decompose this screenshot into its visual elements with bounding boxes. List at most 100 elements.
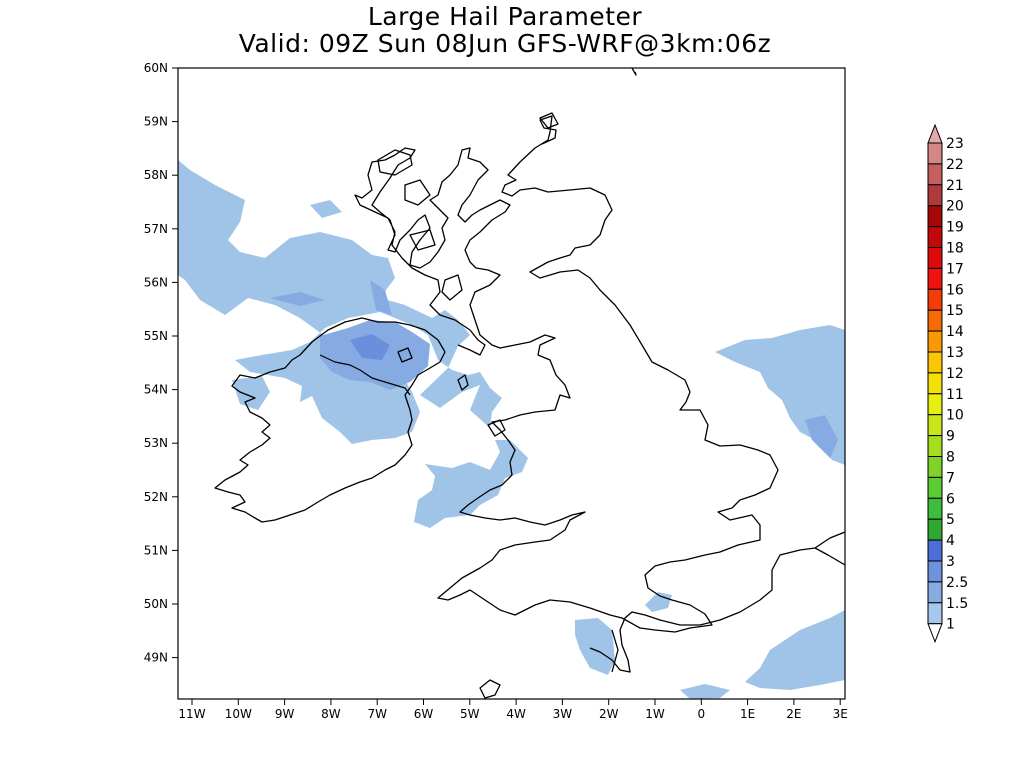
colorbar-segment [927, 372, 943, 395]
hail-region-scotland-small [310, 200, 342, 218]
colorbar-segment [927, 518, 943, 541]
colorbar-segment [927, 309, 943, 332]
colorbar-label: 19 [946, 220, 964, 236]
coastline-isle-of-man [457, 374, 469, 391]
hail-region-channel-small [645, 592, 672, 612]
colorbar-label: 1.5 [946, 596, 968, 612]
colorbar-segment [927, 539, 943, 562]
coastline-great-britain [354, 115, 779, 633]
border-belgium [814, 547, 845, 566]
hail-region-wales [414, 440, 528, 528]
lon-tick-label: 0 [697, 707, 705, 721]
colorbar-label: 4 [946, 533, 955, 549]
colorbar-label: 22 [946, 157, 964, 173]
coastline-france [589, 531, 845, 673]
lon-tick-label: 7W [367, 707, 387, 721]
colorbar-segment [927, 184, 943, 207]
colorbar-label: 13 [946, 345, 964, 361]
coastline-skye [404, 179, 431, 206]
lon-tick-label: 10W [225, 707, 252, 721]
hail-region-france [745, 610, 845, 690]
colorbar-segment [927, 330, 943, 353]
chart-title: Large Hail Parameter [367, 2, 643, 31]
hail-region-atlantic [178, 160, 502, 444]
coastline-lewis [377, 149, 413, 176]
coastline-mull [409, 229, 436, 251]
hail-region-atl-streak2 [370, 280, 392, 315]
coastline-brittany [479, 679, 501, 699]
colorbar-label: 9 [946, 429, 955, 445]
lat-tick-label: 54N [144, 383, 168, 397]
lat-tick-label: 57N [144, 222, 168, 236]
coastline-shetland [631, 68, 637, 76]
colorbar-label: 2.5 [946, 575, 968, 591]
lat-tick-label: 51N [144, 543, 168, 557]
lon-tick-label: 1W [645, 707, 665, 721]
colorbar-segment [927, 163, 943, 186]
lat-tick-label: 60N [144, 61, 168, 75]
colorbar-segment [927, 393, 943, 416]
lon-tick-label: 5W [460, 707, 480, 721]
hail-region-ireland-west [232, 376, 270, 410]
hail-region-biscay [680, 684, 730, 699]
lat-tick-label: 49N [144, 651, 168, 665]
lon-tick-label: 2W [599, 707, 619, 721]
coastline-ireland [214, 317, 446, 523]
colorbar-segment [927, 351, 943, 374]
colorbar-segment [927, 288, 943, 311]
colorbar-segment [927, 435, 943, 458]
colorbar-segment [927, 267, 943, 290]
colorbar-label: 20 [946, 199, 964, 215]
coastline-islay [441, 274, 463, 301]
hail-region-atl-streak1 [270, 292, 325, 306]
colorbar-label: 12 [946, 366, 964, 382]
lon-tick-label: 1E [740, 707, 755, 721]
lat-tick-label: 56N [144, 275, 168, 289]
colorbar: 1 1.5 2.5 3 4 5 6 7 8 9 10 11 12 13 14 15 16 17 18 19 20 21 22… [927, 123, 968, 644]
colorbar-segment [927, 205, 943, 228]
lon-tick-label: 3E [833, 707, 848, 721]
hail-region-channel-west [575, 618, 615, 675]
colorbar-label: 21 [946, 178, 964, 194]
coastline-lough-neagh [397, 347, 413, 363]
lon-tick-label: 9W [275, 707, 295, 721]
colorbar-label: 17 [946, 261, 964, 277]
colorbar-top-arrow [927, 123, 943, 144]
colorbar-segment [927, 414, 943, 437]
colorbar-segment [927, 456, 943, 478]
lon-tick-label: 11W [178, 707, 205, 721]
colorbar-segment [927, 497, 943, 520]
colorbar-label: 18 [946, 241, 964, 257]
longitude-axis: 11W 10W 9W 8W 7W 6W 5W 4W 3W 2W 1W 0 1E 2E 3E [178, 699, 848, 721]
colorbar-segment [927, 226, 943, 249]
hail-region-ireland-core [350, 334, 390, 360]
lat-tick-label: 53N [144, 436, 168, 450]
border-northern-ireland [319, 354, 411, 396]
coastline-anglesey [487, 419, 506, 437]
chart-subtitle: Valid: 09Z Sun 08Jun GFS-WRF@3km:06z [238, 29, 772, 58]
map-frame [177, 67, 846, 700]
colorbar-segment [927, 560, 943, 583]
lon-tick-label: 3W [553, 707, 573, 721]
hail-fill-layer [178, 160, 845, 699]
lat-tick-label: 59N [144, 115, 168, 129]
colorbar-label: 10 [946, 408, 964, 424]
colorbar-segment [927, 581, 943, 604]
colorbar-bottom-arrow [927, 623, 943, 644]
colorbar-label: 8 [946, 450, 955, 466]
coastline-layer [214, 68, 845, 699]
lat-tick-label: 58N [144, 168, 168, 182]
colorbar-label: 23 [946, 136, 964, 152]
lon-tick-label: 8W [321, 707, 341, 721]
lat-tick-label: 55N [144, 329, 168, 343]
colorbar-segment [927, 476, 943, 499]
lat-tick-label: 52N [144, 490, 168, 504]
colorbar-label: 7 [946, 470, 955, 486]
colorbar-segment [927, 142, 943, 165]
coastline-cotentin [611, 629, 619, 673]
colorbar-label: 3 [946, 554, 955, 570]
latitude-axis: 60N 59N 58N 57N 56N 55N 54N 53N 52N 51N 50N 49N [144, 61, 178, 665]
colorbar-label: 1 [946, 617, 955, 633]
colorbar-label: 5 [946, 512, 955, 528]
